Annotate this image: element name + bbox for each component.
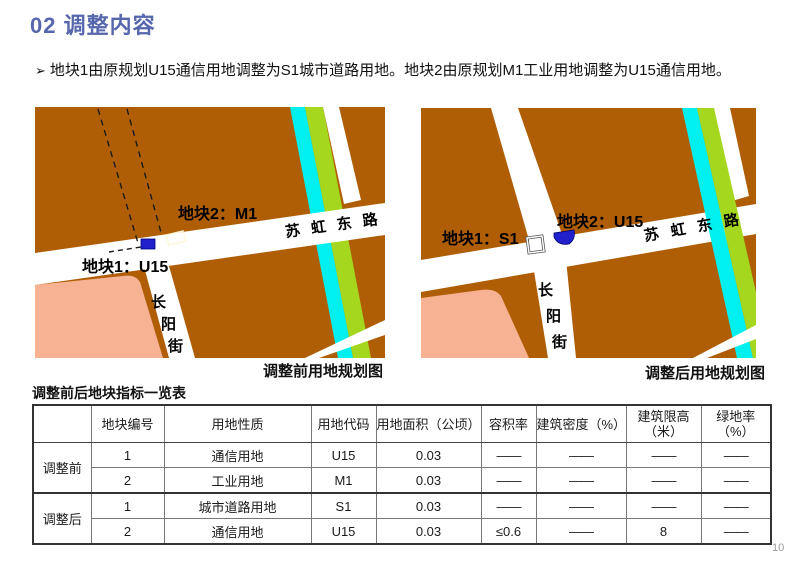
cell-land-area: 0.03: [375, 467, 482, 494]
table-row: 调整前 1 通信用地 U15 0.03 —— —— —— ——: [32, 442, 772, 494]
cell-land-use: 通信用地: [163, 442, 312, 468]
header-land-code: 用地代码: [310, 404, 377, 443]
land-use-map-before: 地块2：M1 地块1：U15 苏虹东路 长 阳 街: [35, 107, 385, 358]
header-height-limit: 建筑限高 （米）: [625, 404, 702, 443]
parcel-2-label: 地块2：U15: [557, 212, 643, 231]
cell-density: ——: [535, 492, 627, 519]
cross-road-char-3: 街: [167, 337, 183, 355]
cross-road-char-1: 长: [538, 281, 554, 299]
cell-parcel-no: 1: [90, 442, 165, 468]
riverside-road: [714, 108, 749, 201]
cell-parcel-no: 1: [90, 492, 165, 519]
parcel-2-label: 地块2：M1: [178, 204, 257, 223]
bottom-right-road: [693, 325, 756, 358]
cell-green: ——: [700, 518, 772, 545]
greenbelt-band: [697, 108, 756, 358]
cell-land-use: 工业用地: [163, 467, 312, 494]
cell-density: ——: [535, 442, 627, 468]
main-road-suhong: [421, 204, 756, 292]
cell-land-area: 0.03: [375, 518, 482, 545]
cell-land-code: S1: [310, 492, 377, 519]
cell-land-use: 城市道路用地: [163, 492, 312, 519]
cross-road-char-2: 阳: [546, 308, 561, 325]
cross-road-char-2: 阳: [161, 316, 176, 333]
cell-height: 8: [625, 518, 702, 545]
caption-map-before: 调整前用地规划图: [263, 363, 384, 380]
arrow-bullet-icon: ➢: [35, 63, 46, 78]
cross-road-changyang: [143, 259, 195, 358]
header-blank: [32, 404, 92, 443]
cell-parcel-no: 2: [90, 467, 165, 494]
indicator-table: 地块编号 用地性质 用地代码 用地面积（公顷） 容积率 建筑密度（%） 建筑限高…: [32, 404, 772, 545]
cell-green: ——: [700, 492, 772, 519]
section-label-after: 调整后: [32, 492, 92, 545]
table-row: 2 通信用地 U15 0.03 ≤0.6 —— 8 ——: [33, 518, 772, 545]
bullet-text: ➢ 地块1由原规划U15通信用地调整为S1城市道路用地。地块2由原规划M1工业用地…: [35, 61, 780, 80]
cell-green: ——: [700, 467, 772, 494]
land-use-map-after: 地块2：U15 地块1：S1 苏虹东路 长 阳 街: [421, 108, 756, 358]
cross-road-changyang: [491, 108, 576, 358]
cell-far: ≤0.6: [480, 518, 537, 545]
header-land-area: 用地面积（公顷）: [375, 404, 482, 443]
cell-land-code: U15: [310, 518, 377, 545]
cross-road-char-3: 街: [551, 333, 567, 351]
cell-far: ——: [480, 492, 537, 519]
main-road-suhong: [35, 203, 385, 285]
riverside-road: [323, 107, 361, 204]
header-green-ratio: 绿地率（%）: [700, 404, 772, 443]
header-building-density: 建筑密度（%）: [535, 404, 627, 443]
bullet-body: 地块1由原规划U15通信用地调整为S1城市道路用地。地块2由原规划M1工业用地调…: [49, 62, 731, 79]
cell-land-area: 0.03: [375, 492, 482, 519]
cell-land-code: M1: [310, 467, 377, 494]
section-label-before: 调整前: [32, 442, 92, 494]
river-band: [682, 108, 753, 358]
boundary-dashed-line-left: [97, 108, 139, 244]
cell-height: ——: [625, 492, 702, 519]
table-title: 调整前后地块指标一览表: [32, 385, 186, 401]
page-title: 02 调整内容: [30, 13, 156, 38]
cell-height: ——: [625, 467, 702, 494]
parcel-1-outline: [526, 235, 545, 254]
table-row: 调整后 1 城市道路用地 S1 0.03 —— —— —— ——: [32, 492, 772, 545]
page-number: 10: [772, 542, 785, 554]
header-land-use: 用地性质: [163, 404, 312, 443]
cell-parcel-no: 2: [90, 518, 165, 545]
header-far: 容积率: [480, 404, 537, 443]
cell-density: ——: [535, 518, 627, 545]
cell-height: ——: [625, 442, 702, 468]
cell-land-use: 通信用地: [163, 518, 312, 545]
cell-far: ——: [480, 467, 537, 494]
caption-map-after: 调整后用地规划图: [645, 365, 766, 382]
cell-land-code: U15: [310, 442, 377, 468]
parcel-2-blue: [553, 229, 575, 245]
table-row: 2 工业用地 M1 0.03 —— —— —— ——: [33, 467, 772, 494]
parcel-1-blue: [140, 238, 156, 250]
cell-green: ——: [700, 442, 772, 468]
table-header-row: 地块编号 用地性质 用地代码 用地面积（公顷） 容积率 建筑密度（%） 建筑限高…: [32, 404, 772, 443]
parcel-1-label: 地块1：S1: [442, 229, 519, 248]
bottom-right-road: [305, 320, 385, 358]
cell-far: ——: [480, 442, 537, 468]
parcel-1-label: 地块1：U15: [82, 257, 168, 276]
residential-pink-area: [35, 275, 163, 358]
cell-land-area: 0.03: [375, 442, 482, 468]
residential-pink-area: [421, 289, 529, 358]
cross-road-char-1: 长: [151, 293, 167, 311]
header-parcel-no: 地块编号: [90, 404, 165, 443]
cell-density: ——: [535, 467, 627, 494]
parcel-2-outline: [165, 230, 187, 246]
